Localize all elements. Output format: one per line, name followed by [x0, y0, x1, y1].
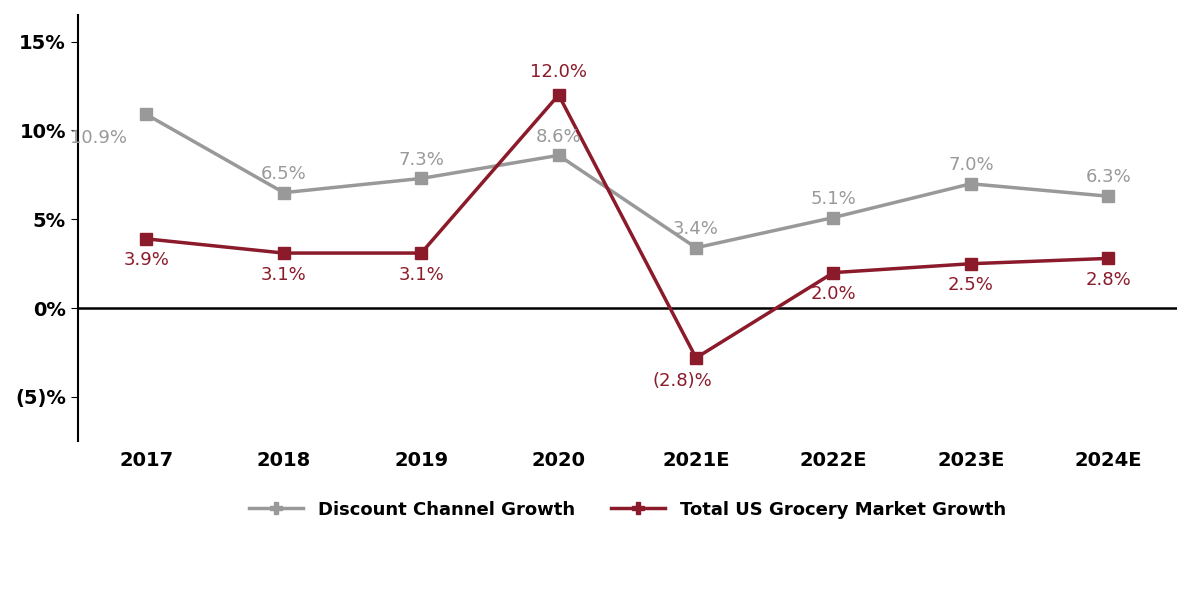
Text: 3.1%: 3.1%	[398, 265, 445, 284]
Text: 2.0%: 2.0%	[811, 285, 856, 303]
Text: 3.4%: 3.4%	[673, 220, 719, 238]
Text: 7.0%: 7.0%	[948, 156, 994, 174]
Text: 10.9%: 10.9%	[70, 129, 126, 147]
Text: 3.1%: 3.1%	[261, 265, 306, 284]
Legend: Discount Channel Growth, Total US Grocery Market Growth: Discount Channel Growth, Total US Grocer…	[242, 493, 1013, 526]
Text: 6.5%: 6.5%	[261, 165, 306, 183]
Text: (2.8)%: (2.8)%	[652, 372, 712, 390]
Text: 2.5%: 2.5%	[948, 276, 994, 294]
Text: 6.3%: 6.3%	[1086, 169, 1131, 187]
Text: 2.8%: 2.8%	[1086, 271, 1131, 289]
Text: 3.9%: 3.9%	[124, 252, 169, 269]
Text: 5.1%: 5.1%	[811, 190, 856, 208]
Text: 8.6%: 8.6%	[536, 128, 582, 145]
Text: 12.0%: 12.0%	[530, 63, 588, 80]
Text: 7.3%: 7.3%	[398, 151, 445, 169]
